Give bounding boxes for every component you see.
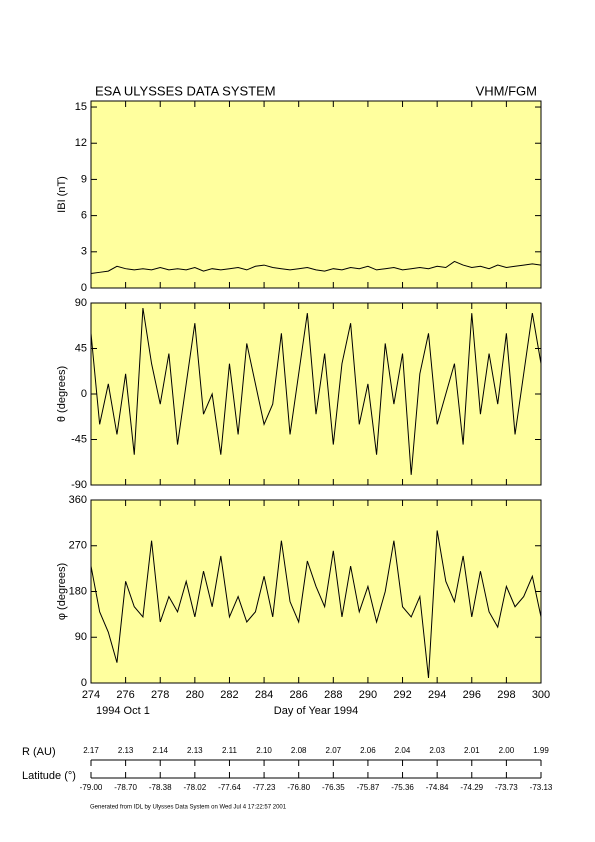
r-value: 1.99 (533, 746, 549, 755)
y-tick-label: -45 (71, 433, 87, 445)
y-axis-title: φ (degrees) (56, 563, 68, 620)
x-tick-label: 278 (151, 689, 169, 701)
r-value: 2.01 (464, 746, 480, 755)
panel (90, 499, 542, 684)
x-tick-label: 294 (428, 689, 446, 701)
y-axis-title: IBI (nT) (56, 176, 68, 213)
r-value: 2.08 (291, 746, 307, 755)
y-tick-label: 45 (75, 342, 87, 354)
lat-value: -76.80 (287, 783, 310, 792)
r-value: 2.10 (256, 746, 272, 755)
y-tick-label: 90 (75, 631, 87, 643)
lat-value: -78.02 (184, 783, 207, 792)
y-tick-label: -90 (71, 479, 87, 491)
y-axis-title: θ (degrees) (56, 366, 68, 422)
r-value: 2.07 (326, 746, 342, 755)
lat-value: -77.64 (218, 783, 241, 792)
series-line (90, 530, 542, 678)
date-label: 1994 Oct 1 (96, 705, 150, 717)
x-tick-label: 282 (220, 689, 238, 701)
r-value: 2.03 (429, 746, 445, 755)
instrument: VHM/FGM (476, 83, 537, 98)
y-tick-label: 3 (81, 246, 87, 258)
lat-value: -73.73 (495, 783, 518, 792)
r-value: 2.13 (118, 746, 134, 755)
y-tick-label: 360 (69, 494, 87, 506)
y-tick-label: 0 (81, 677, 87, 689)
y-tick-label: 270 (69, 540, 87, 552)
y-tick-label: 90 (75, 297, 87, 309)
panel (90, 100, 542, 289)
lat-value: -75.36 (391, 783, 414, 792)
x-tick-label: 298 (497, 689, 515, 701)
x-tick-label: 276 (116, 689, 134, 701)
r-value: 2.06 (360, 746, 376, 755)
y-tick-label: 0 (81, 282, 87, 294)
x-tick-label: 286 (290, 689, 308, 701)
series-line (90, 307, 542, 475)
lat-value: -74.29 (460, 783, 483, 792)
r-value: 2.14 (152, 746, 168, 755)
x-tick-label: 296 (463, 689, 481, 701)
x-tick-label: 300 (532, 689, 550, 701)
lat-value: -78.38 (149, 783, 172, 792)
r-value: 2.17 (83, 746, 99, 755)
x-tick-label: 288 (324, 689, 342, 701)
x-axis-title: Day of Year 1994 (274, 705, 358, 717)
lat-value: -74.84 (426, 783, 449, 792)
y-tick-label: 15 (75, 101, 87, 113)
lat-value: -76.35 (322, 783, 345, 792)
x-tick-label: 284 (255, 689, 273, 701)
y-tick-label: 6 (81, 210, 87, 222)
r-value: 2.00 (499, 746, 515, 755)
r-value: 2.13 (187, 746, 203, 755)
y-tick-label: 9 (81, 173, 87, 185)
x-tick-label: 274 (82, 689, 100, 701)
lat-value: -77.23 (253, 783, 276, 792)
footer: Generated from IDL by Ulysses Data Syste… (90, 805, 287, 811)
lat-value: -73.13 (530, 783, 553, 792)
x-tick-label: 292 (393, 689, 411, 701)
lat-value: -79.00 (80, 783, 103, 792)
x-tick-label: 290 (359, 689, 377, 701)
r-value: 2.11 (222, 746, 238, 755)
x-tick-label: 280 (186, 689, 204, 701)
y-tick-label: 0 (81, 388, 87, 400)
r-label: R (AU) (22, 746, 56, 758)
lat-value: -78.70 (114, 783, 137, 792)
series-line (90, 260, 542, 275)
lat-label: Latitude (°) (22, 770, 76, 782)
r-value: 2.04 (395, 746, 411, 755)
title: ESA ULYSSES DATA SYSTEM (95, 83, 276, 98)
lat-value: -75.87 (357, 783, 380, 792)
y-tick-label: 180 (69, 585, 87, 597)
y-tick-label: 12 (75, 137, 87, 149)
